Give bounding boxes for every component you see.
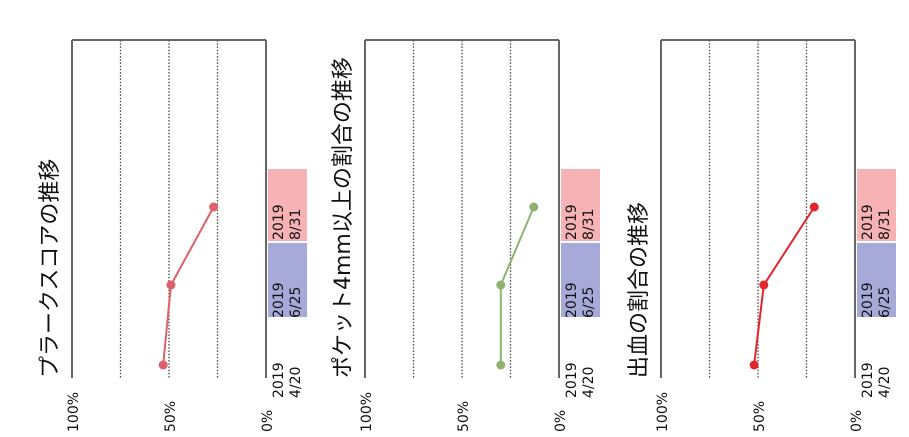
date-badge-blue <box>561 243 600 317</box>
date-badge-red <box>857 169 896 241</box>
x-tick-label: 100% <box>655 392 671 432</box>
date-md-label: 4/20 <box>877 367 893 398</box>
data-point-1 <box>749 360 759 370</box>
data-point-2 <box>759 280 769 290</box>
date-md-label: 6/25 <box>288 287 304 318</box>
data-point-2 <box>166 280 176 290</box>
date-year-label: 2019 <box>860 204 876 240</box>
date-md-label: 8/31 <box>877 209 893 240</box>
data-point-3 <box>809 202 819 212</box>
x-tick-label: 100% <box>359 392 375 432</box>
date-year-label: 2019 <box>271 362 287 398</box>
x-tick-label: 50% <box>163 401 179 432</box>
data-point-1 <box>496 360 506 370</box>
date-year-label: 2019 <box>271 204 287 240</box>
date-badge-blue <box>857 243 896 317</box>
date-year-label: 2019 <box>564 362 580 398</box>
date-badge-blue <box>268 243 307 317</box>
series-line <box>499 206 535 365</box>
date-md-label: 8/31 <box>288 209 304 240</box>
chart-title: ポケット4mm以上の割合の推移 <box>331 57 356 378</box>
date-year-label: 2019 <box>564 282 580 318</box>
date-badge-red <box>268 169 307 241</box>
date-md-label: 4/20 <box>581 367 597 398</box>
date-md-label: 4/20 <box>288 367 304 398</box>
x-tick-label: 50% <box>752 401 768 432</box>
x-tick-label: 100% <box>66 392 82 432</box>
date-md-label: 8/31 <box>581 209 597 240</box>
data-point-2 <box>496 280 506 290</box>
date-year-label: 2019 <box>564 204 580 240</box>
x-tick-label: 50% <box>456 401 472 432</box>
x-tick-label: 0% <box>553 410 569 432</box>
date-md-label: 6/25 <box>581 287 597 318</box>
x-tick-label: 0% <box>260 410 276 432</box>
chart-title: プラークスコアの推移 <box>38 159 63 378</box>
data-point-3 <box>529 202 539 212</box>
date-year-label: 2019 <box>860 282 876 318</box>
date-year-label: 2019 <box>860 362 876 398</box>
date-badge-red <box>561 169 600 241</box>
data-point-1 <box>158 360 168 370</box>
x-tick-label: 0% <box>849 410 865 432</box>
chart-title: 出血の割合の推移 <box>627 202 652 378</box>
data-point-3 <box>209 202 219 212</box>
date-md-label: 6/25 <box>877 287 893 318</box>
date-year-label: 2019 <box>271 282 287 318</box>
